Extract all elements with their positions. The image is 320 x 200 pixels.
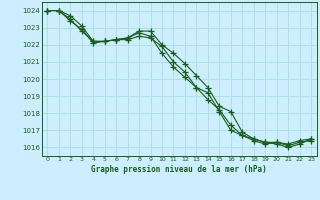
X-axis label: Graphe pression niveau de la mer (hPa): Graphe pression niveau de la mer (hPa) [91,165,267,174]
